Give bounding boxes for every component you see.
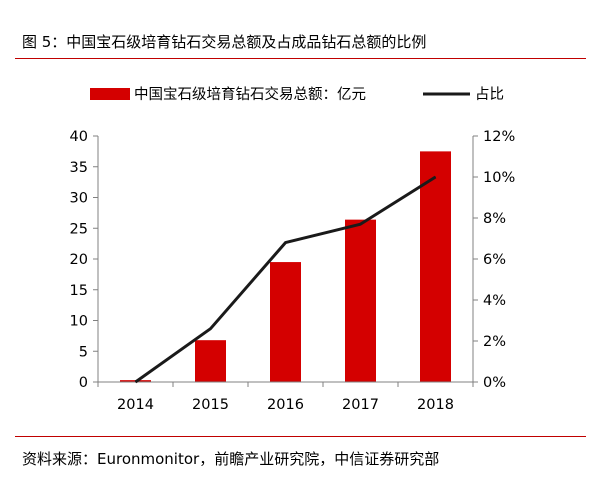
title-rule	[15, 58, 586, 59]
share-point	[210, 328, 211, 330]
source-rule	[15, 436, 586, 437]
right-tick-label: 10%	[483, 170, 515, 186]
left-tick-label: 10	[70, 314, 88, 330]
legend: 中国宝石级培育钻石交易总额：亿元 占比	[90, 85, 504, 103]
share-point	[435, 176, 436, 178]
bar	[345, 219, 376, 382]
left-tick-label: 25	[70, 221, 88, 237]
figure-title: 图 5：中国宝石级培育钻石交易总额及占成品钻石总额的比例	[22, 33, 427, 51]
left-tick-label: 35	[70, 160, 88, 176]
bar	[420, 151, 451, 382]
x-tick-label: 2014	[117, 397, 154, 413]
legend-bar-swatch	[90, 88, 130, 100]
right-tick-label: 12%	[483, 129, 515, 145]
right-tick-label: 2%	[483, 334, 506, 350]
x-tick-label: 2017	[342, 397, 379, 413]
left-tick-label: 5	[79, 344, 88, 360]
x-tick-label: 2016	[267, 397, 304, 413]
source-note: 资料来源：Euronmonitor，前瞻产业研究院，中信证券研究部	[22, 450, 440, 468]
right-tick-label: 8%	[483, 211, 506, 227]
legend-bar-label: 中国宝石级培育钻石交易总额：亿元	[134, 85, 366, 103]
share-point	[285, 242, 286, 244]
x-tick-label: 2015	[192, 397, 229, 413]
bar	[270, 262, 301, 382]
right-tick-label: 0%	[483, 375, 506, 391]
left-tick-label: 20	[70, 252, 88, 268]
left-tick-label: 15	[70, 283, 88, 299]
left-tick-label: 0	[79, 375, 88, 391]
left-tick-label: 30	[70, 191, 88, 207]
x-tick-label: 2018	[417, 397, 454, 413]
bar	[195, 340, 226, 382]
share-point	[135, 381, 136, 383]
share-point	[360, 223, 361, 225]
left-tick-label: 40	[70, 129, 88, 145]
legend-line-label: 占比	[475, 86, 504, 103]
plot-area: 0 5 10 15 20 25 30 35 40 0% 2% 4% 6% 8% 10% 12% 2014 2015…	[70, 129, 516, 413]
right-tick-label: 4%	[483, 293, 506, 309]
right-tick-label: 6%	[483, 252, 506, 268]
